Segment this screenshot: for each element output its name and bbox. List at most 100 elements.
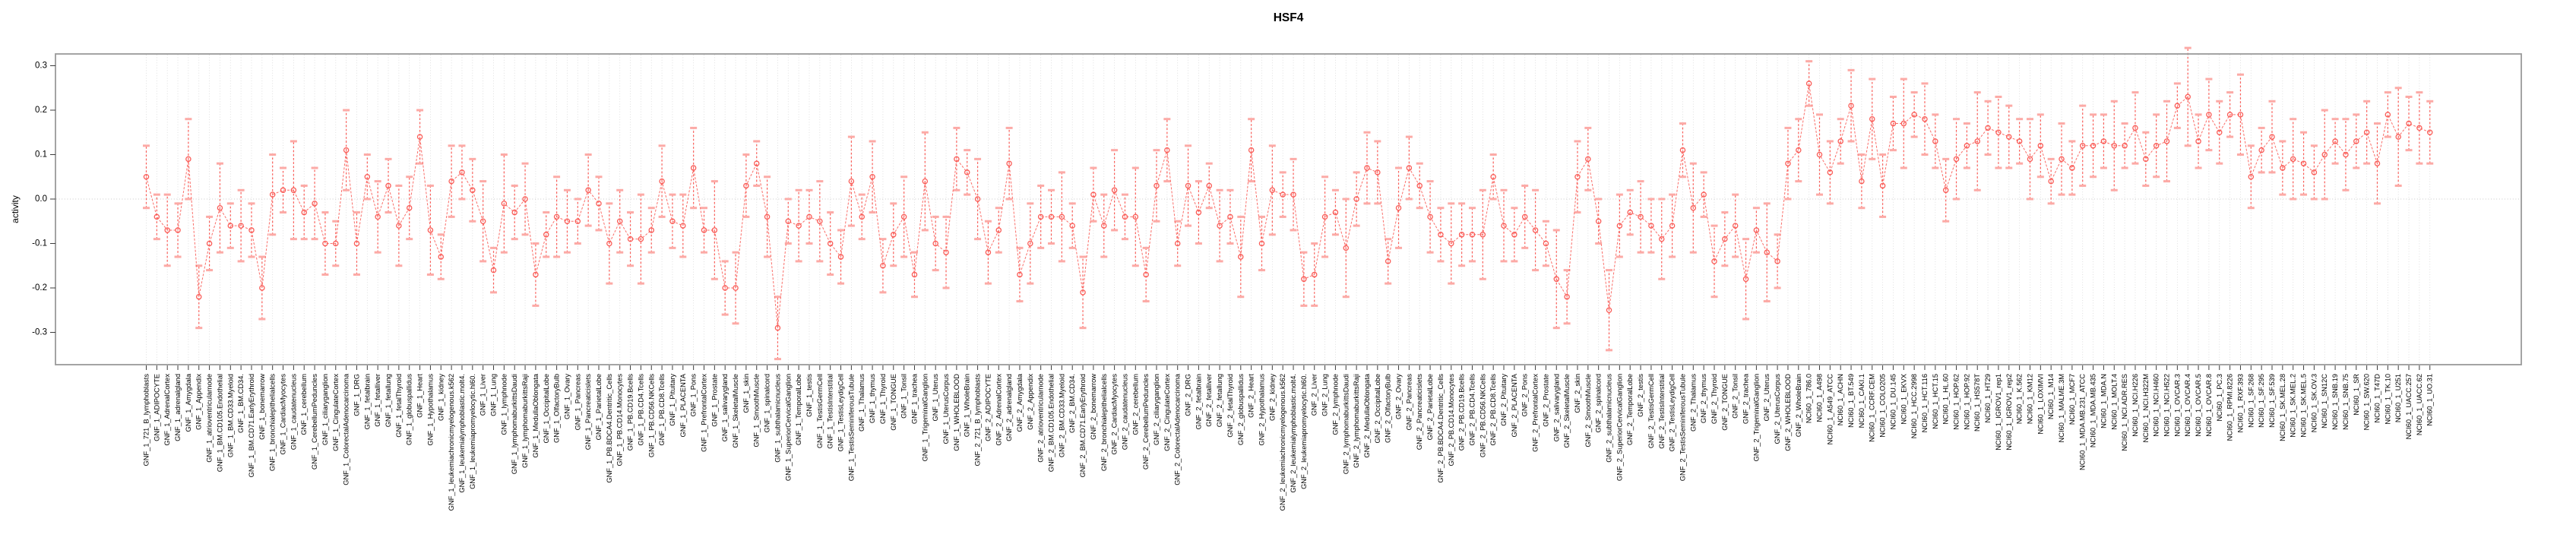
data-point (827, 240, 834, 247)
y-tick-label: 0.2 (35, 106, 47, 115)
data-point (964, 169, 970, 175)
x-category-label: GNF_2_fetalbrain (1195, 374, 1202, 429)
x-category-label: GNF_2_721_B_lymphoblasts (974, 374, 982, 466)
data-point (1111, 187, 1118, 194)
data-point (1627, 209, 1633, 216)
x-category-label: GNF_2_Prostate (1542, 374, 1549, 427)
data-point (669, 218, 676, 224)
data-point (1679, 147, 1686, 153)
data-point (1353, 196, 1359, 202)
data-point (2363, 129, 2370, 135)
data-point (2048, 178, 2054, 185)
x-category-label: NCI60_1_786.0 (1805, 374, 1813, 423)
data-point (343, 147, 350, 153)
x-category-label: GNF_2_ColorectalAdenocarcinoma (1174, 373, 1182, 485)
x-category-label: GNF_2_CardiacMyocytes (1111, 374, 1119, 455)
data-point (2069, 165, 2075, 171)
x-category-label: GNF_1_TrigeminalGanglion (921, 374, 929, 461)
x-category-label: GNF_2_fetalliver (1205, 374, 1213, 427)
data-point (1238, 254, 1244, 260)
chart-title: HSF4 (1274, 11, 1304, 24)
data-point (2122, 143, 2128, 149)
data-point (1164, 147, 1170, 153)
data-point (1911, 112, 1917, 118)
x-category-label: GNF_2_PB.CD56.NKCells (1479, 374, 1486, 457)
data-point (448, 178, 454, 185)
data-point (1090, 191, 1097, 198)
x-category-label: NCI60_1_SR (2353, 374, 2360, 416)
data-point (2037, 143, 2044, 149)
x-category-label: GNF_2_TestisSeminiferousTubule (1679, 374, 1686, 481)
data-point (2290, 156, 2296, 163)
x-category-label: NCI60_1_OVCAR.3 (2173, 374, 2181, 437)
x-category-label: GNF_2_Appendix (1027, 374, 1034, 430)
data-point (764, 213, 771, 220)
x-category-label: GNF_1_BM.CD33.Myeloid (226, 374, 234, 457)
data-point (1027, 240, 1033, 247)
data-point (333, 240, 339, 247)
x-category-label: GNF_2_adrenalgland (1005, 374, 1013, 441)
data-point (1185, 182, 1191, 189)
x-category-label: GNF_1_721_B_lymphoblasts (143, 374, 150, 466)
x-category-label: NCI60_1_OVCAR.4 (2184, 374, 2191, 437)
x-category-label: GNF_2_leukemiachronicmyelogenous.k562 (1279, 374, 1286, 511)
x-category-label: GNF_2_ADIPOCYTE (984, 374, 992, 441)
data-point (2416, 125, 2423, 131)
x-category-label: GNF_1_ParietalLobe (595, 374, 603, 440)
x-category-label: NCI60_1_MALME.3M (2058, 374, 2065, 442)
x-category-label: NCI60_1_NCI.H226 (2131, 374, 2139, 437)
x-category-label: GNF_1_Thalamus (858, 374, 866, 432)
data-point (1332, 209, 1339, 216)
x-category-label: NCI60_1_HS578T (1973, 374, 1981, 432)
x-category-label: NCI60_1_UO.31 (2426, 374, 2434, 426)
x-category-label: NCI60_1_M14 (2047, 374, 2055, 419)
data-point (1017, 271, 1023, 278)
x-category-label: GNF_2_Liver (1311, 374, 1318, 416)
x-category-label: GNF_1_CingulateCortex (332, 374, 340, 451)
x-category-label: NCI60_1_SW.620 (2363, 374, 2371, 430)
x-category-label: NCI60_1_SNB.75 (2342, 374, 2350, 430)
data-point (1154, 182, 1160, 189)
data-point (312, 201, 318, 207)
x-category-label: GNF_2_kidney (1268, 374, 1276, 421)
data-point (1206, 182, 1212, 189)
x-category-label: GNF_2_salivarygland (1552, 374, 1560, 441)
x-category-label: GNF_2_SkeletalMuscle (1563, 374, 1571, 448)
x-category-label: GNF_2_UterusCorpus (1774, 374, 1781, 444)
data-point (1732, 223, 1739, 229)
data-point (859, 213, 865, 220)
data-point (891, 232, 897, 238)
x-category-label: GNF_2_CingulateCortex (1163, 374, 1171, 451)
x-category-label: GNF_2_PB.CD14.Monocytes (1448, 374, 1455, 466)
data-point (2280, 165, 2286, 171)
x-category-label: NCI60_1_SK.MEL.5 (2300, 374, 2308, 438)
data-point (680, 223, 686, 229)
data-point (206, 240, 213, 247)
data-point (1080, 289, 1086, 296)
data-point (1890, 120, 1897, 127)
x-category-label: GNF_2_BM.CD34. (1068, 374, 1076, 433)
x-category-label: GNF_2_TestisGermCell (1647, 374, 1655, 448)
x-category-label: GNF_1_Tonsil (900, 374, 908, 419)
y-tick-label: 0.1 (35, 150, 47, 160)
x-category-label: GNF_1_TestisSeminiferousTubule (847, 374, 855, 481)
data-point (2426, 129, 2433, 135)
data-point (1711, 258, 1717, 264)
x-category-label: GNF_1_PB.CD4.Tcells (637, 374, 644, 446)
data-point (1290, 191, 1296, 198)
data-point (1669, 223, 1676, 229)
data-point (1942, 187, 1949, 194)
x-category-label: GNF_1_Liver (479, 374, 487, 416)
data-point (1553, 276, 1560, 283)
data-point (553, 213, 560, 220)
data-point (2258, 147, 2264, 153)
x-category-label: GNF_1_lymphnode (500, 374, 508, 435)
x-category-label: GNF_2_TestisInterstitial (1658, 374, 1666, 449)
data-point (2185, 93, 2191, 100)
plot-border (55, 53, 2522, 365)
data-point (880, 262, 886, 269)
x-category-label: GNF_1_leukemialymphoblastic.molt4. (458, 374, 466, 493)
data-point (943, 249, 949, 255)
data-point (479, 218, 486, 224)
data-point (1816, 151, 1823, 158)
